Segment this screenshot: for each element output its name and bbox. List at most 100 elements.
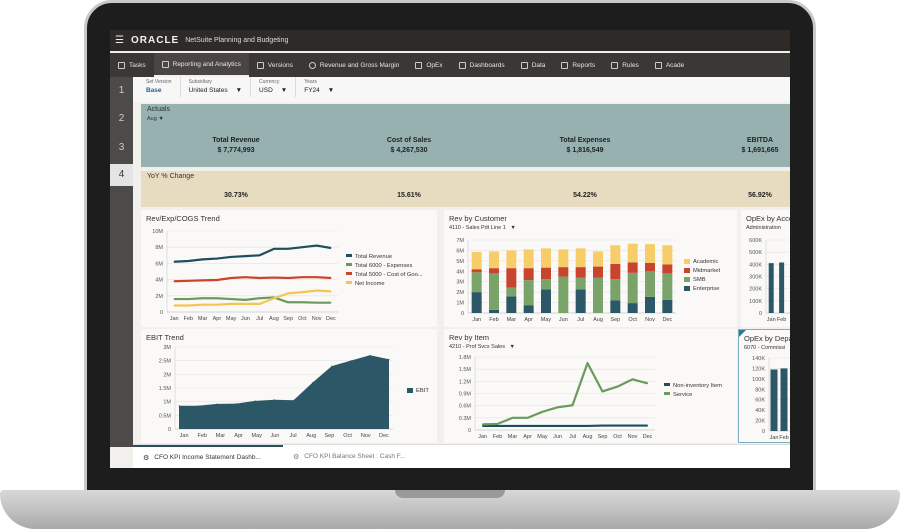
nav-rules[interactable]: Rules bbox=[603, 53, 647, 77]
data-point[interactable] bbox=[173, 298, 175, 300]
data-point[interactable] bbox=[646, 382, 649, 384]
bar-segment[interactable] bbox=[575, 277, 586, 290]
bar-segment[interactable] bbox=[471, 251, 482, 270]
item-selector[interactable]: 4110 - Sales Pdt Line 1 ▼ bbox=[449, 225, 516, 231]
data-point[interactable] bbox=[197, 405, 199, 407]
data-point[interactable] bbox=[235, 403, 237, 405]
bar-segment[interactable] bbox=[662, 299, 673, 313]
dropdown-icon[interactable]: ▼ bbox=[510, 225, 516, 231]
data-point[interactable] bbox=[301, 291, 303, 293]
data-point[interactable] bbox=[273, 276, 275, 279]
data-point[interactable] bbox=[330, 302, 332, 304]
data-point[interactable] bbox=[178, 405, 180, 407]
bar-segment[interactable] bbox=[541, 267, 551, 280]
dropdown-icon[interactable]: ▼ bbox=[280, 87, 288, 94]
data-point[interactable] bbox=[301, 301, 303, 303]
series-line[interactable] bbox=[174, 289, 331, 307]
data-point[interactable] bbox=[312, 382, 314, 384]
data-point[interactable] bbox=[216, 279, 218, 281]
data-point[interactable] bbox=[496, 425, 499, 427]
data-point[interactable] bbox=[202, 304, 204, 306]
bar-segment[interactable] bbox=[575, 289, 586, 313]
data-point[interactable] bbox=[259, 254, 261, 256]
nav-versions[interactable]: Versions bbox=[249, 53, 301, 77]
bar-segment[interactable] bbox=[506, 296, 517, 313]
data-point[interactable] bbox=[541, 411, 544, 413]
bar-segment[interactable] bbox=[645, 262, 655, 272]
data-point[interactable] bbox=[287, 277, 289, 279]
data-point[interactable] bbox=[631, 378, 634, 380]
bar-segment[interactable] bbox=[523, 268, 534, 281]
menu-icon[interactable]: ☰ bbox=[115, 35, 124, 46]
data-point[interactable] bbox=[301, 276, 303, 278]
data-point[interactable] bbox=[273, 399, 275, 401]
data-point[interactable] bbox=[556, 406, 559, 408]
bar-segment[interactable] bbox=[471, 272, 482, 293]
data-point[interactable] bbox=[481, 425, 484, 427]
row-number[interactable]: 4 bbox=[110, 164, 133, 186]
data-point[interactable] bbox=[230, 256, 232, 258]
data-point[interactable] bbox=[330, 277, 332, 279]
bar-segment[interactable] bbox=[489, 273, 499, 310]
data-point[interactable] bbox=[571, 425, 574, 427]
data-point[interactable] bbox=[369, 354, 371, 356]
dropdown-icon[interactable]: ▼ bbox=[235, 87, 243, 94]
data-point[interactable] bbox=[601, 424, 604, 427]
data-point[interactable] bbox=[230, 303, 232, 305]
nav-revenue-and-gross-margin[interactable]: Revenue and Gross Margin bbox=[301, 53, 408, 77]
bar-segment[interactable] bbox=[506, 250, 517, 269]
bar-segment[interactable] bbox=[662, 245, 673, 265]
dropdown-icon[interactable]: ▼ bbox=[509, 344, 515, 350]
bar-segment[interactable] bbox=[645, 296, 655, 313]
series-line[interactable] bbox=[174, 276, 331, 283]
data-point[interactable] bbox=[259, 277, 261, 279]
bar-segment[interactable] bbox=[575, 248, 586, 268]
data-point[interactable] bbox=[230, 277, 232, 279]
series-line[interactable] bbox=[482, 361, 648, 426]
data-point[interactable] bbox=[244, 255, 246, 257]
bar-segment[interactable] bbox=[506, 268, 517, 288]
data-point[interactable] bbox=[556, 425, 559, 427]
dropdown-icon[interactable]: ▼ bbox=[327, 87, 335, 94]
bar-segment[interactable] bbox=[489, 268, 499, 274]
data-point[interactable] bbox=[216, 403, 218, 405]
data-point[interactable] bbox=[216, 297, 218, 299]
data-point[interactable] bbox=[316, 289, 318, 292]
bar-segment[interactable] bbox=[780, 368, 788, 431]
data-point[interactable] bbox=[616, 424, 619, 427]
bar-segment[interactable] bbox=[645, 271, 655, 297]
bar-segment[interactable] bbox=[593, 277, 603, 313]
data-point[interactable] bbox=[259, 303, 261, 305]
nav-dashboards[interactable]: Dashboards bbox=[451, 53, 513, 77]
bar-segment[interactable] bbox=[627, 243, 638, 263]
data-point[interactable] bbox=[616, 386, 619, 388]
bar-segment[interactable] bbox=[558, 267, 569, 277]
bar-segment[interactable] bbox=[610, 300, 621, 313]
data-point[interactable] bbox=[571, 404, 574, 406]
bar-segment[interactable] bbox=[523, 305, 534, 313]
data-point[interactable] bbox=[301, 246, 303, 248]
data-point[interactable] bbox=[316, 276, 318, 278]
nav-opex[interactable]: OpEx bbox=[407, 53, 450, 77]
data-point[interactable] bbox=[586, 425, 589, 427]
bar-segment[interactable] bbox=[471, 292, 482, 313]
data-point[interactable] bbox=[631, 424, 634, 427]
data-point[interactable] bbox=[230, 298, 232, 300]
bar-segment[interactable] bbox=[541, 279, 551, 290]
bar-segment[interactable] bbox=[610, 263, 621, 280]
bar-segment[interactable] bbox=[489, 309, 499, 313]
filter-subsidiary[interactable]: Subsidiary United States ▼ bbox=[189, 77, 252, 97]
data-point[interactable] bbox=[202, 279, 204, 282]
tab-income-statement[interactable]: ⚙ CFO KPI Income Statement Dashb... bbox=[133, 445, 283, 468]
data-point[interactable] bbox=[187, 260, 189, 262]
data-point[interactable] bbox=[330, 290, 332, 292]
data-point[interactable] bbox=[526, 417, 529, 419]
data-point[interactable] bbox=[496, 423, 499, 425]
bar-segment[interactable] bbox=[627, 272, 638, 304]
series-line[interactable] bbox=[174, 244, 332, 263]
bar-segment[interactable] bbox=[662, 273, 673, 300]
data-point[interactable] bbox=[601, 390, 604, 393]
bar-segment[interactable] bbox=[541, 248, 551, 268]
nav-tasks[interactable]: Tasks bbox=[110, 53, 154, 77]
ebit-area[interactable] bbox=[179, 355, 389, 429]
